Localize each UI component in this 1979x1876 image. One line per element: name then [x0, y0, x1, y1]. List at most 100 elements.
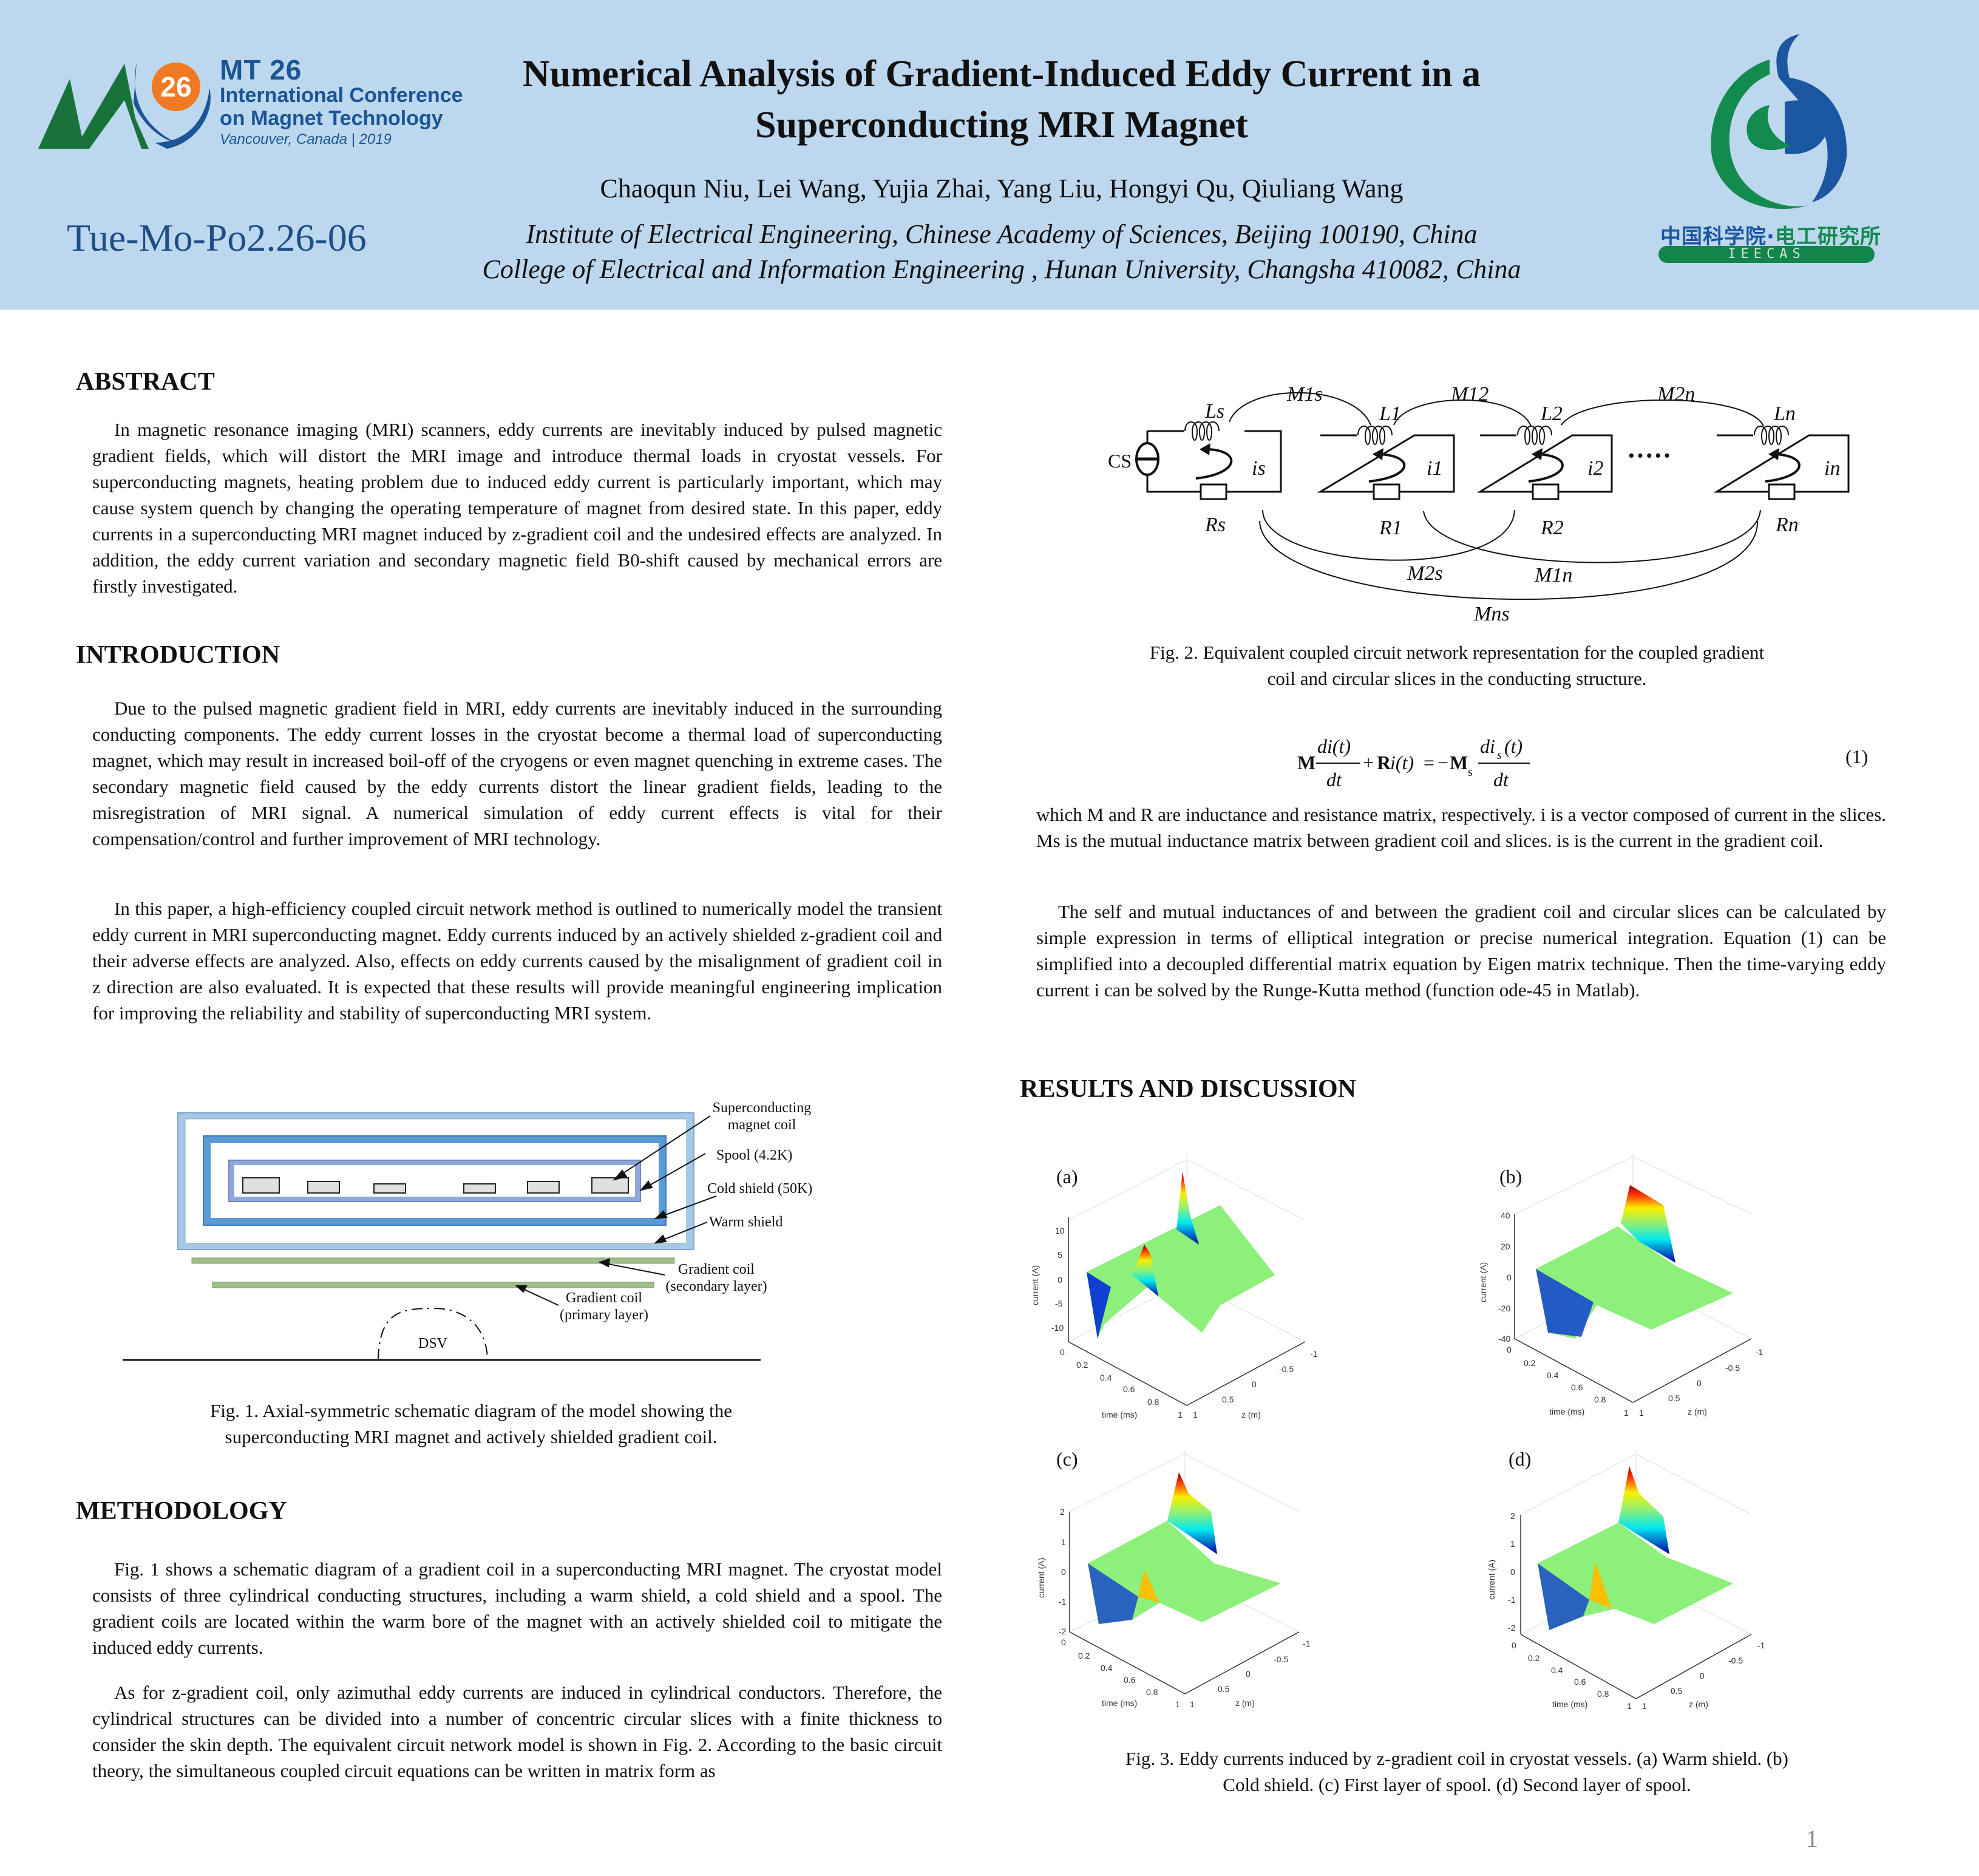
- svg-text:is: is: [1252, 457, 1266, 480]
- svg-text:time (ms): time (ms): [1102, 1698, 1137, 1708]
- svg-text:0.6: 0.6: [1574, 1677, 1586, 1687]
- svg-text:Warm shield: Warm shield: [709, 1214, 782, 1230]
- svg-text:1: 1: [1510, 1539, 1515, 1549]
- svg-text:10: 10: [1055, 1226, 1065, 1235]
- svg-text:0: 0: [1060, 1347, 1065, 1357]
- svg-text:1: 1: [1627, 1701, 1632, 1711]
- svg-text:0: 0: [1252, 1379, 1257, 1389]
- svg-text:DSV: DSV: [418, 1336, 448, 1351]
- conference-name: MT 26 International Conference on Magnet…: [220, 56, 463, 149]
- svg-text:1: 1: [1642, 1701, 1647, 1711]
- svg-text:s: s: [1468, 766, 1473, 779]
- svg-text:current (A): current (A): [1036, 1558, 1046, 1598]
- surface-plot-d: 2 1 0 -1 -2 0 0.2 0.4 0.6 0.8 1 1 0.5 0 …: [1487, 1451, 1765, 1711]
- methodology-para-2: As for z-gradient coil, only azimuthal e…: [92, 1682, 942, 1781]
- svg-text:0: 0: [1507, 1273, 1512, 1282]
- svg-text:-5: -5: [1055, 1299, 1063, 1308]
- fig1-schematic: Superconducting magnet coil Spool (4.2K)…: [123, 1100, 812, 1361]
- svg-text:0.2: 0.2: [1078, 1651, 1090, 1660]
- svg-text:-0.5: -0.5: [1728, 1656, 1743, 1665]
- svg-text:0: 0: [1246, 1669, 1251, 1679]
- svg-text:0: 0: [1510, 1567, 1515, 1577]
- ieecas-logo-icon: [1711, 34, 1847, 209]
- svg-text:0.8: 0.8: [1594, 1395, 1606, 1404]
- authors: Chaoqun Niu, Lei Wang, Yujia Zhai, Yang …: [600, 174, 1404, 203]
- methodology-para-1: Fig. 1 shows a schematic diagram of a gr…: [92, 1558, 942, 1658]
- svg-text:-1: -1: [1756, 1347, 1763, 1357]
- svg-text:1: 1: [1190, 1699, 1195, 1709]
- svg-text:di(t): di(t): [1317, 735, 1351, 757]
- svg-text:M: M: [1450, 752, 1468, 773]
- svg-text:current (A): current (A): [1030, 1265, 1040, 1305]
- svg-text:0.5: 0.5: [1222, 1395, 1234, 1404]
- surface-plot-c: 2 1 0 -1 -2 0 0.2 0.4 0.6 0.8 1 1 0.5 0 …: [1036, 1451, 1311, 1709]
- svg-text:Rs: Rs: [1204, 514, 1226, 536]
- svg-text:-2: -2: [1508, 1623, 1516, 1633]
- svg-text:Rn: Rn: [1775, 514, 1799, 536]
- equation-explanation: which M and R are inductance and resista…: [1036, 804, 1886, 851]
- svg-text:1: 1: [1175, 1699, 1180, 1709]
- svg-text:magnet coil: magnet coil: [728, 1117, 796, 1133]
- svg-text:Ln: Ln: [1773, 403, 1796, 425]
- svg-text:1: 1: [1639, 1408, 1644, 1418]
- svg-text:0.4: 0.4: [1101, 1663, 1113, 1673]
- svg-text:20: 20: [1501, 1242, 1510, 1251]
- svg-text:dt: dt: [1493, 769, 1509, 790]
- svg-text:-20: -20: [1498, 1303, 1510, 1313]
- svg-text:0: 0: [1700, 1671, 1705, 1681]
- page-number: 1: [1806, 1825, 1818, 1852]
- panel-label-b: (b): [1499, 1166, 1522, 1188]
- svg-text:0: 0: [1061, 1637, 1066, 1647]
- institute-name-cn: 中国科学院·电工研究所: [1660, 225, 1881, 249]
- svg-text:40: 40: [1501, 1211, 1510, 1220]
- svg-text:0.4: 0.4: [1551, 1665, 1563, 1675]
- svg-text:M2s: M2s: [1407, 562, 1443, 585]
- svg-text:Ls: Ls: [1204, 400, 1224, 423]
- svg-text:L1: L1: [1379, 403, 1401, 425]
- svg-text:time (ms): time (ms): [1552, 1699, 1587, 1709]
- introduction-heading: INTRODUCTION: [76, 641, 280, 669]
- svg-text:-40: -40: [1498, 1334, 1510, 1344]
- svg-text:i(t): i(t): [1390, 752, 1414, 773]
- session-code: Tue-Mo-Po2.26-06: [67, 216, 367, 259]
- mt26-logo-icon: 26: [38, 63, 211, 149]
- svg-text:z (m): z (m): [1688, 1407, 1707, 1416]
- svg-text:di: di: [1480, 735, 1495, 757]
- svg-text:0.4: 0.4: [1100, 1373, 1112, 1382]
- panel-label-c: (c): [1056, 1448, 1078, 1470]
- svg-text:-1: -1: [1059, 1597, 1067, 1606]
- svg-text:z (m): z (m): [1235, 1698, 1255, 1708]
- svg-text:Gradient coil: Gradient coil: [566, 1290, 642, 1306]
- svg-text:Cold shield (50K): Cold shield (50K): [707, 1181, 812, 1197]
- surface-plot-b: 40 20 0 -20 -40 0 0.2 0.4 0.6 0.8 1 1 0.…: [1478, 1154, 1763, 1418]
- svg-text:0.2: 0.2: [1076, 1360, 1088, 1370]
- affiliation-2: College of Electrical and Information En…: [482, 254, 1521, 284]
- svg-text:-1: -1: [1757, 1640, 1765, 1650]
- fig1-caption: Fig. 1. Axial-symmetric schematic diagra…: [209, 1400, 733, 1447]
- svg-text:CS: CS: [1108, 450, 1132, 472]
- panel-label-d: (d): [1509, 1448, 1532, 1470]
- svg-text:0.8: 0.8: [1597, 1689, 1609, 1699]
- svg-text:Gradient coil: Gradient coil: [678, 1262, 755, 1277]
- svg-text:26: 26: [160, 71, 191, 103]
- conference-code: MT 26: [220, 54, 302, 86]
- svg-text:s: s: [1497, 749, 1502, 762]
- svg-text:-1: -1: [1508, 1595, 1516, 1605]
- svg-text:-0.5: -0.5: [1279, 1364, 1294, 1374]
- svg-text:1: 1: [1178, 1410, 1183, 1419]
- svg-text:2: 2: [1060, 1507, 1065, 1517]
- svg-text:M2n: M2n: [1657, 383, 1695, 406]
- svg-text:Superconducting: Superconducting: [713, 1100, 812, 1116]
- abstract-text: In magnetic resonance imaging (MRI) scan…: [92, 419, 942, 597]
- svg-text:M1s: M1s: [1286, 383, 1323, 406]
- svg-text:0.5: 0.5: [1668, 1393, 1680, 1403]
- svg-text:z (m): z (m): [1241, 1410, 1261, 1419]
- svg-text:0.5: 0.5: [1218, 1684, 1230, 1694]
- svg-text:+: +: [1363, 752, 1374, 773]
- fig2-caption: Fig. 2. Equivalent coupled circuit netwo…: [1149, 642, 1765, 689]
- svg-text:current (A): current (A): [1487, 1560, 1496, 1600]
- svg-text:2: 2: [1510, 1511, 1515, 1521]
- svg-text:(primary layer): (primary layer): [560, 1307, 648, 1323]
- svg-text:Mns: Mns: [1473, 603, 1510, 625]
- svg-text:time (ms): time (ms): [1549, 1407, 1584, 1416]
